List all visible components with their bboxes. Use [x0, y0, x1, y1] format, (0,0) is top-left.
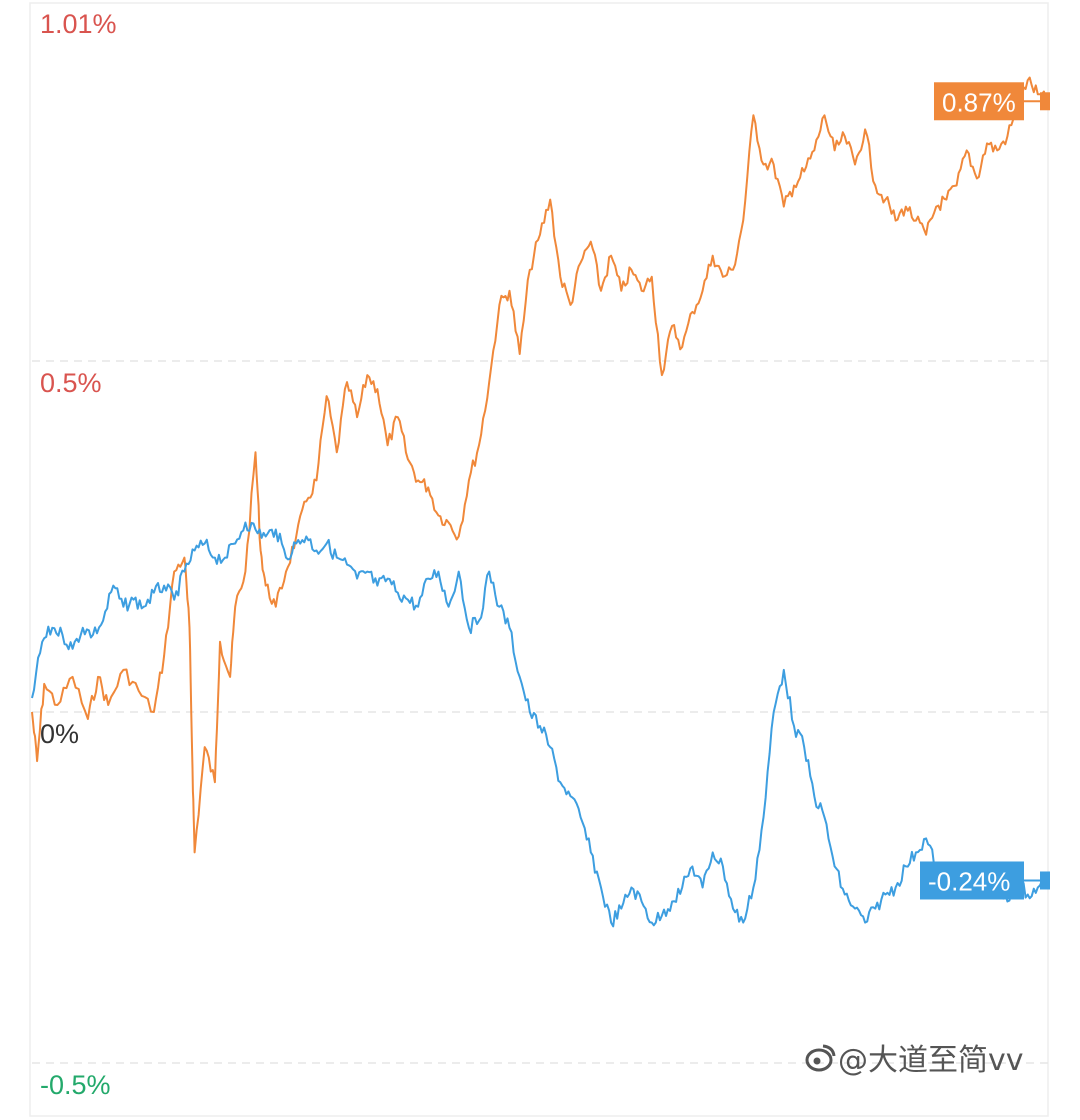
end-label-box	[920, 861, 1024, 900]
series-line-2	[31, 521, 1049, 928]
end-marker	[1040, 92, 1050, 111]
end-label-box	[934, 82, 1024, 121]
watermark: @大道至简vv	[805, 1043, 1024, 1078]
end-value-label: 0.87%	[942, 87, 1016, 117]
series-lines	[31, 76, 1049, 928]
y-tick-label: 1.01%	[40, 9, 117, 39]
series-line-1	[31, 76, 1049, 854]
watermark-text: @大道至简vv	[838, 1043, 1024, 1078]
y-tick-label: 0%	[40, 719, 79, 749]
end-labels: 0.87% -0.24%	[920, 82, 1050, 900]
plot-frame	[29, 2, 1049, 1117]
y-tick-label: 0.5%	[40, 368, 102, 398]
y-axis-ticks: 1.01% 0.5% 0% -0.5%	[40, 9, 117, 1100]
end-marker	[1040, 871, 1050, 890]
y-tick-label: -0.5%	[40, 1070, 111, 1100]
end-value-label: -0.24%	[928, 866, 1010, 896]
grid-lines	[32, 360, 1048, 1064]
weibo-logo-icon	[805, 1044, 836, 1072]
